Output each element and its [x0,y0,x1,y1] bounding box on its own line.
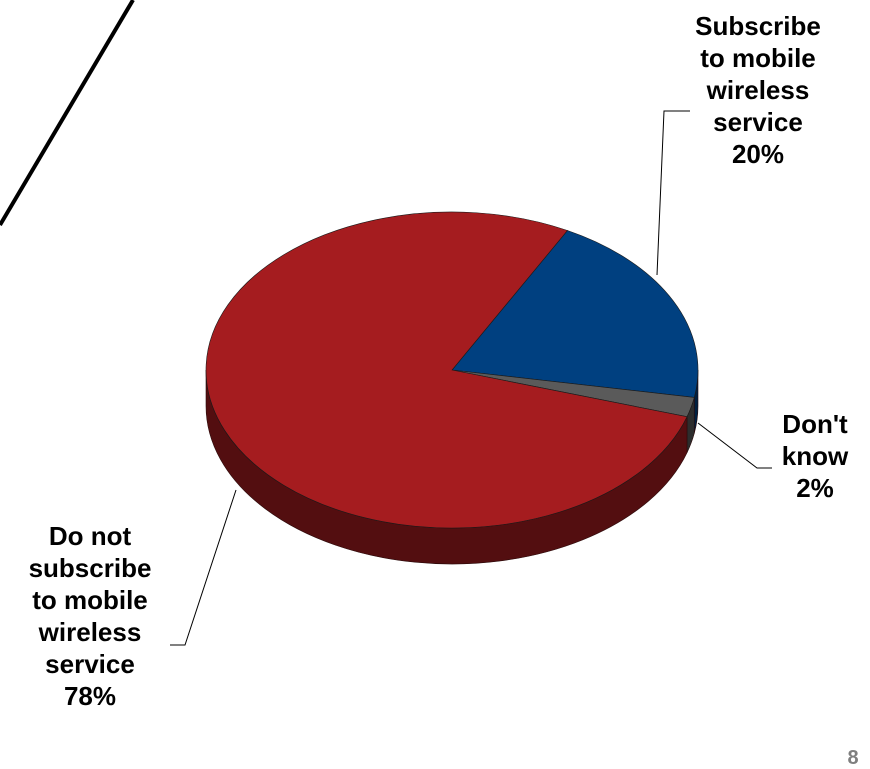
slice-label-line: service [45,649,135,679]
slice-label-line: to mobile [700,43,816,73]
slice-value-label: 78% [63,681,117,711]
slice-label-subscribe: Subscribe to mobile wireless service 20% [668,10,848,170]
slice-label-line: Subscribe [695,11,821,41]
pie-slice-2 [205,211,688,529]
slice-value-label: 2% [796,473,834,503]
slice-value-label: 20% [731,139,785,169]
slice-label-line: subscribe [28,553,152,583]
slice-label-line: Don't [782,409,848,439]
leader-line-0 [656,110,690,276]
pie-slice-0 [451,230,699,398]
slice-label-line: Do not [48,521,132,551]
leader-lines [170,110,772,646]
pie-slices [205,211,699,529]
leader-line-1 [697,422,772,469]
slice-label-line: wireless [706,75,810,105]
decorative-diagonal-line [0,0,135,227]
slice-label-line: to mobile [32,585,148,615]
slice-label-line: service [713,107,803,137]
slice-label-do-not-subscribe: Do not subscribe to mobile wireless serv… [5,520,175,712]
leader-line-2 [170,489,237,646]
slice-label-line: know [781,441,849,471]
slice-label-line: wireless [38,617,142,647]
page-number: 8 [847,747,859,769]
slice-label-dont-know: Don't know 2% [760,408,870,504]
